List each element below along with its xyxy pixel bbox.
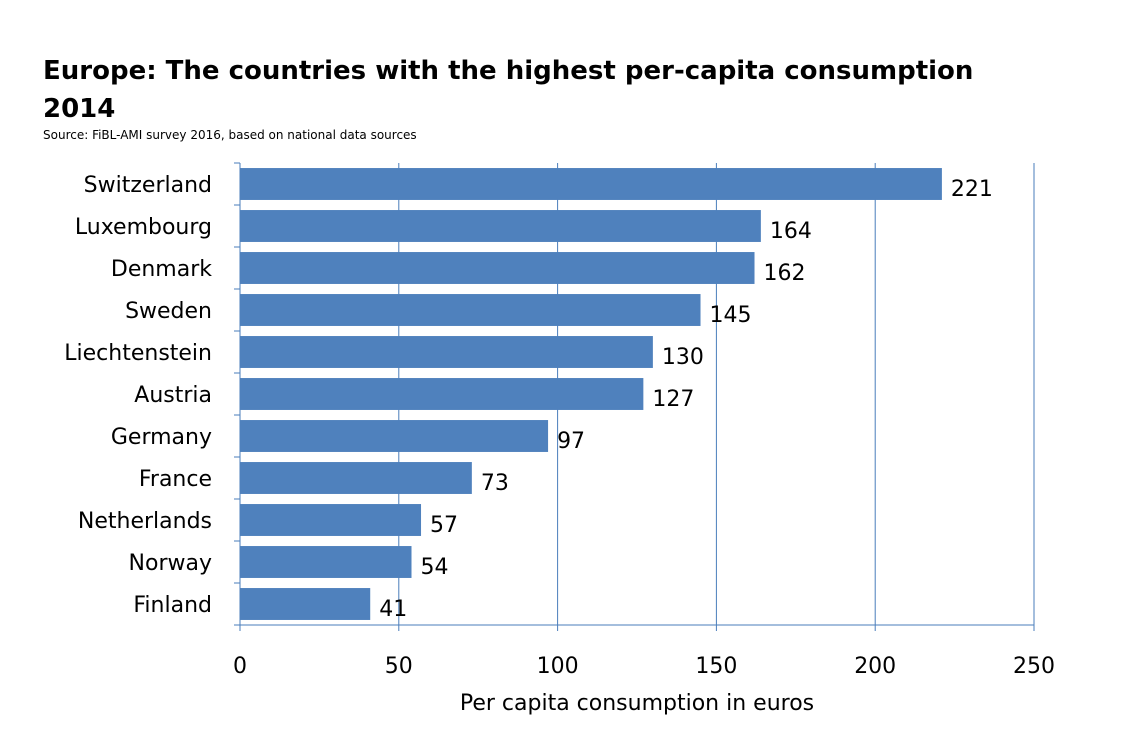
- data-label-france: 73: [481, 471, 509, 496]
- x-axis-title: Per capita consumption in euros: [460, 691, 814, 716]
- category-label-denmark: Denmark: [111, 257, 212, 282]
- category-label-switzerland: Switzerland: [84, 173, 212, 198]
- bar-liechtenstein: [240, 336, 653, 368]
- x-tick-label-200: 200: [854, 654, 896, 679]
- data-label-switzerland: 221: [951, 177, 993, 202]
- category-label-liechtenstein: Liechtenstein: [64, 341, 212, 366]
- x-tick-label-150: 150: [695, 654, 737, 679]
- x-tick-label-50: 50: [385, 654, 413, 679]
- bar-germany: [240, 420, 549, 452]
- bar-norway: [240, 546, 412, 578]
- data-label-finland: 41: [379, 597, 407, 622]
- data-label-luxembourg: 164: [770, 219, 812, 244]
- chart-title-line2: 2014: [43, 94, 116, 124]
- data-label-austria: 127: [652, 387, 694, 412]
- bar-netherlands: [240, 504, 422, 536]
- x-tick-label-100: 100: [537, 654, 579, 679]
- bar-france: [240, 462, 472, 494]
- bar-austria: [240, 378, 644, 410]
- category-label-netherlands: Netherlands: [78, 509, 212, 534]
- category-label-norway: Norway: [129, 551, 212, 576]
- bar-sweden: [240, 294, 701, 326]
- category-label-luxembourg: Luxembourg: [75, 215, 212, 240]
- category-label-sweden: Sweden: [125, 299, 212, 324]
- chart-subtitle: Source: FiBL-AMI survey 2016, based on n…: [43, 128, 417, 142]
- bar-switzerland: [240, 168, 942, 200]
- bar-denmark: [240, 252, 755, 284]
- data-label-sweden: 145: [710, 303, 752, 328]
- bar-finland: [240, 588, 371, 620]
- category-label-austria: Austria: [134, 383, 212, 408]
- data-label-norway: 54: [421, 555, 449, 580]
- category-label-germany: Germany: [111, 425, 212, 450]
- chart-title: Europe: The countries with the highest p…: [43, 52, 1043, 128]
- data-label-germany: 97: [557, 429, 585, 454]
- category-label-finland: Finland: [133, 593, 212, 618]
- data-label-netherlands: 57: [430, 513, 458, 538]
- data-label-denmark: 162: [764, 261, 806, 286]
- x-tick-label-0: 0: [233, 654, 247, 679]
- data-label-liechtenstein: 130: [662, 345, 704, 370]
- x-tick-label-250: 250: [1013, 654, 1055, 679]
- bar-luxembourg: [240, 210, 761, 242]
- chart-title-line1: Europe: The countries with the highest p…: [43, 56, 974, 86]
- category-label-france: France: [139, 467, 212, 492]
